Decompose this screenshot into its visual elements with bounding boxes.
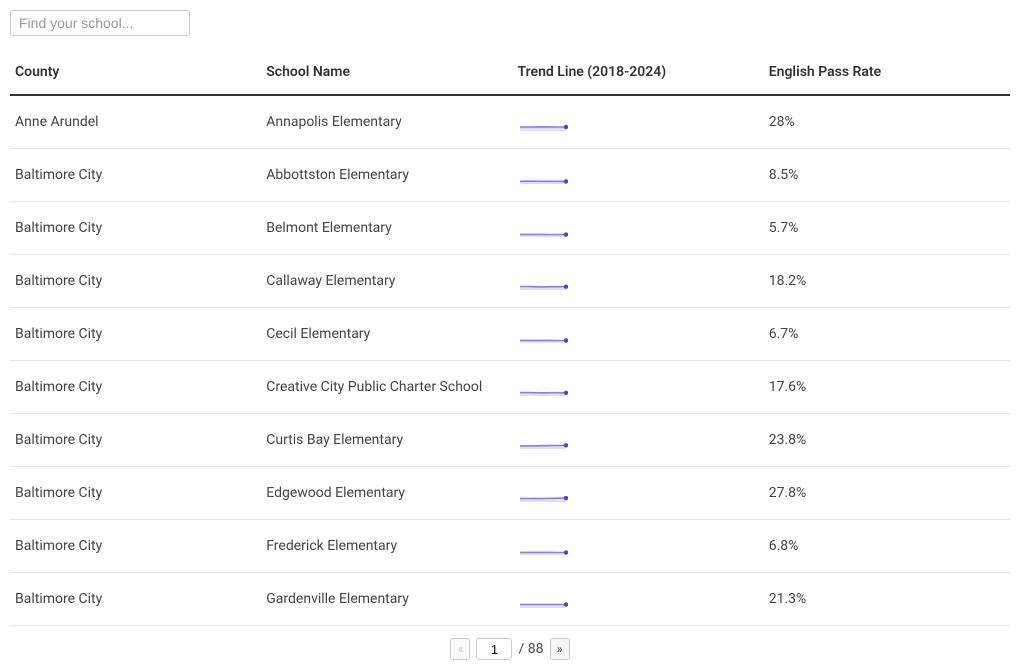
column-header-trend[interactable]: Trend Line (2018-2024): [513, 50, 764, 95]
cell-school: Edgewood Elementary: [261, 467, 512, 520]
cell-trend: [513, 520, 764, 573]
table-row[interactable]: Baltimore CityGardenville Elementary 21.3…: [10, 573, 1010, 626]
cell-pass-rate: 18.2%: [764, 255, 1010, 308]
cell-school: Creative City Public Charter School: [261, 361, 512, 414]
cell-pass-rate: 28%: [764, 95, 1010, 149]
cell-county: Baltimore City: [10, 520, 261, 573]
table-row[interactable]: Baltimore CityFrederick Elementary 6.8%: [10, 520, 1010, 573]
cell-trend: [513, 202, 764, 255]
cell-school: Cecil Elementary: [261, 308, 512, 361]
cell-trend: [513, 361, 764, 414]
cell-pass-rate: 6.8%: [764, 520, 1010, 573]
cell-county: Baltimore City: [10, 467, 261, 520]
cell-school: Callaway Elementary: [261, 255, 512, 308]
page-number-input[interactable]: [476, 638, 512, 660]
cell-county: Baltimore City: [10, 149, 261, 202]
pagination: « / 88 »: [10, 638, 1010, 660]
table-row[interactable]: Baltimore CityCecil Elementary 6.7%: [10, 308, 1010, 361]
cell-school: Annapolis Elementary: [261, 95, 512, 149]
cell-county: Baltimore City: [10, 573, 261, 626]
cell-trend: [513, 255, 764, 308]
schools-table: CountySchool NameTrend Line (2018-2024)E…: [10, 50, 1010, 626]
cell-county: Baltimore City: [10, 255, 261, 308]
cell-trend: [513, 414, 764, 467]
table-header-row: CountySchool NameTrend Line (2018-2024)E…: [10, 50, 1010, 95]
cell-pass-rate: 6.7%: [764, 308, 1010, 361]
cell-trend: [513, 95, 764, 149]
table-row[interactable]: Baltimore CityEdgewood Elementary 27.8%: [10, 467, 1010, 520]
table-row[interactable]: Baltimore CityCreative City Public Chart…: [10, 361, 1010, 414]
cell-county: Baltimore City: [10, 414, 261, 467]
table-row[interactable]: Baltimore CityAbbottston Elementary 8.5%: [10, 149, 1010, 202]
cell-school: Frederick Elementary: [261, 520, 512, 573]
cell-pass-rate: 27.8%: [764, 467, 1010, 520]
cell-county: Baltimore City: [10, 308, 261, 361]
cell-pass-rate: 21.3%: [764, 573, 1010, 626]
table-row[interactable]: Baltimore CityCurtis Bay Elementary 23.8%: [10, 414, 1010, 467]
cell-trend: [513, 149, 764, 202]
cell-county: Anne Arundel: [10, 95, 261, 149]
column-header-school[interactable]: School Name: [261, 50, 512, 95]
table-row[interactable]: Baltimore CityBelmont Elementary 5.7%: [10, 202, 1010, 255]
school-search-input[interactable]: [10, 10, 190, 36]
cell-school: Belmont Elementary: [261, 202, 512, 255]
next-page-button[interactable]: »: [550, 638, 570, 660]
cell-school: Abbottston Elementary: [261, 149, 512, 202]
cell-trend: [513, 573, 764, 626]
cell-county: Baltimore City: [10, 361, 261, 414]
cell-pass-rate: 23.8%: [764, 414, 1010, 467]
table-row[interactable]: Baltimore CityCallaway Elementary 18.2%: [10, 255, 1010, 308]
cell-pass-rate: 17.6%: [764, 361, 1010, 414]
table-row[interactable]: Anne ArundelAnnapolis Elementary 28%: [10, 95, 1010, 149]
cell-school: Curtis Bay Elementary: [261, 414, 512, 467]
cell-pass-rate: 8.5%: [764, 149, 1010, 202]
cell-pass-rate: 5.7%: [764, 202, 1010, 255]
cell-school: Gardenville Elementary: [261, 573, 512, 626]
cell-trend: [513, 308, 764, 361]
column-header-county[interactable]: County: [10, 50, 261, 95]
column-header-rate[interactable]: English Pass Rate: [764, 50, 1010, 95]
page-total-label: / 88: [518, 641, 543, 657]
cell-county: Baltimore City: [10, 202, 261, 255]
table-body: Anne ArundelAnnapolis Elementary28%Balti…: [10, 95, 1010, 626]
prev-page-button: «: [450, 638, 470, 660]
cell-trend: [513, 467, 764, 520]
